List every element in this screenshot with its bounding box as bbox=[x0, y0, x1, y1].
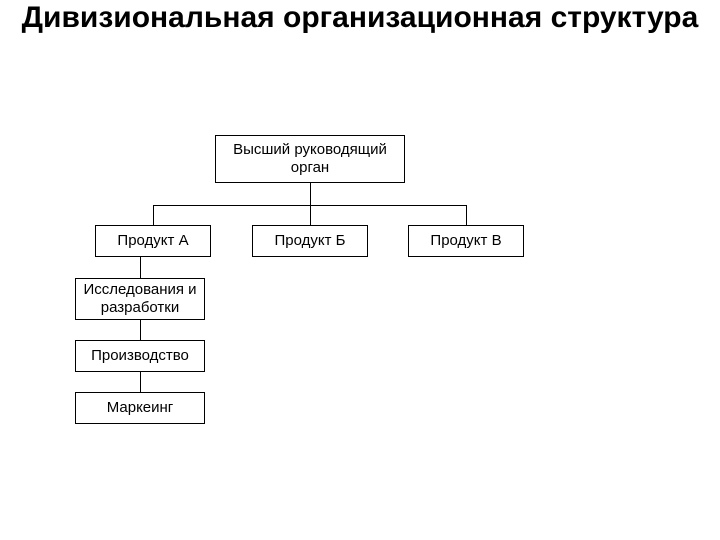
node-rnd: Исследования и разработки bbox=[75, 278, 205, 320]
node-prod: Производство bbox=[75, 340, 205, 372]
connector-line bbox=[140, 257, 141, 279]
connector-line bbox=[153, 205, 154, 226]
connector-line bbox=[310, 183, 311, 206]
node-root: Высший руководящий орган bbox=[215, 135, 405, 183]
node-mkt: Маркеинг bbox=[75, 392, 205, 424]
org-chart: Высший руководящий орган Продукт А Продукт… bbox=[0, 0, 720, 540]
node-prodB: Продукт Б bbox=[252, 225, 368, 257]
connector-line bbox=[310, 205, 311, 226]
connector-line bbox=[466, 205, 467, 226]
node-prodA: Продукт А bbox=[95, 225, 211, 257]
node-prodC: Продукт В bbox=[408, 225, 524, 257]
connector-line bbox=[140, 372, 141, 393]
connector-line bbox=[140, 320, 141, 341]
